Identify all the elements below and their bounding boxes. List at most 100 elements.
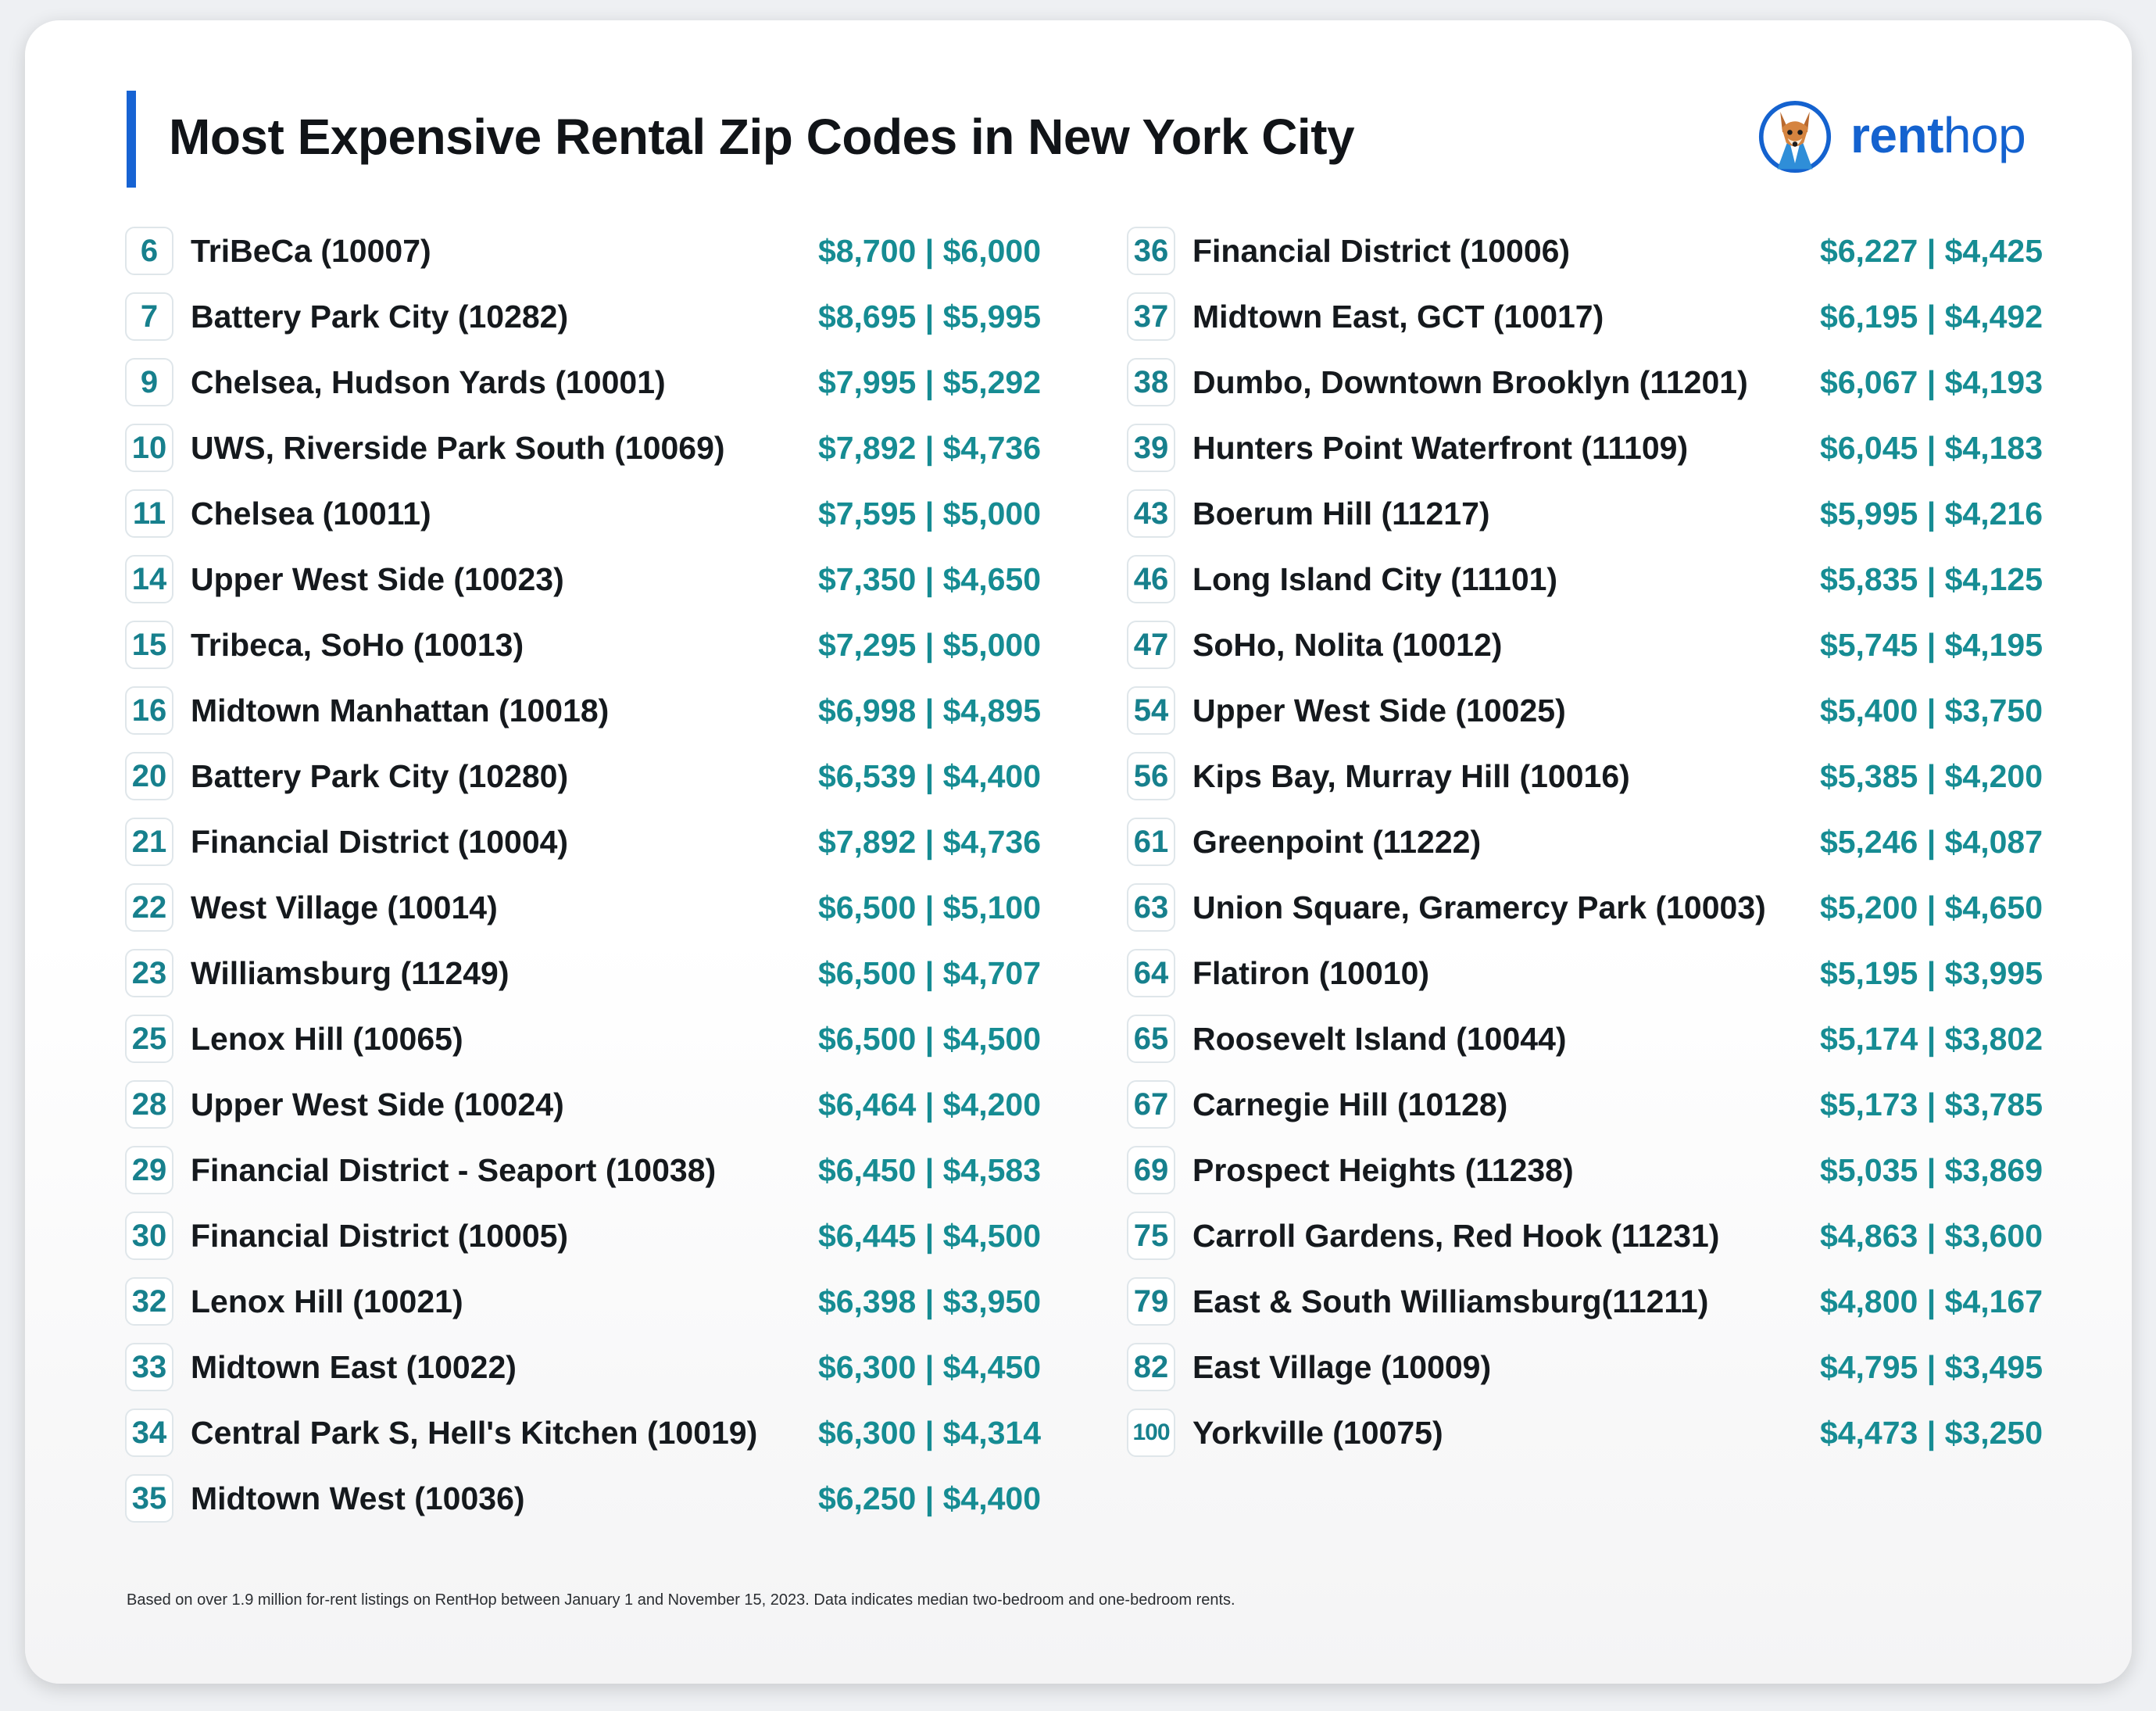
neighborhood-name: Roosevelt Island (10044): [1192, 1021, 1567, 1057]
rank-badge: 32: [125, 1277, 173, 1326]
list-item: 46 Long Island City (11101) $5,835 | $4,12…: [1127, 555, 2043, 621]
neighborhood-name: Chelsea (10011): [191, 496, 431, 532]
list-item: 65 Roosevelt Island (10044) $5,174 | $3,80…: [1127, 1015, 2043, 1080]
rank-badge: 9: [125, 358, 173, 406]
neighborhood-name: Upper West Side (10025): [1192, 693, 1566, 728]
median-rent-values: $7,350 | $4,650: [817, 561, 1041, 597]
list-item: 25 Lenox Hill (10065) $6,500 | $4,500: [125, 1015, 1041, 1080]
neighborhood-name: Battery Park City (10282): [191, 299, 569, 335]
median-rent-values: $5,400 | $3,750: [1819, 693, 2043, 728]
rank-badge: 79: [1127, 1277, 1175, 1326]
median-rent-values: $4,800 | $4,167: [1819, 1283, 2043, 1319]
neighborhood-name: Battery Park City (10280): [191, 758, 569, 794]
rank-badge: 7: [125, 292, 173, 341]
median-rent-values: $6,250 | $4,400: [817, 1480, 1041, 1516]
rank-badge: 10: [125, 424, 173, 472]
neighborhood-name: Prospect Heights (11238): [1192, 1152, 1574, 1188]
list-item: 23 Williamsburg (11249) $6,500 | $4,707: [125, 949, 1041, 1015]
median-rent-values: $6,998 | $4,895: [817, 693, 1041, 728]
median-rent-values: $5,246 | $4,087: [1819, 824, 2043, 860]
neighborhood-name: Carroll Gardens, Red Hook (11231): [1192, 1218, 1720, 1254]
median-rent-values: $7,295 | $5,000: [817, 627, 1041, 663]
neighborhood-name: Lenox Hill (10021): [191, 1283, 463, 1319]
median-rent-values: $5,174 | $3,802: [1819, 1021, 2043, 1057]
rank-badge: 47: [1127, 621, 1175, 669]
neighborhood-name: East Village (10009): [1192, 1349, 1492, 1385]
rank-badge: 29: [125, 1146, 173, 1194]
list-item: 64 Flatiron (10010) $5,195 | $3,995: [1127, 949, 2043, 1015]
rank-badge: 82: [1127, 1343, 1175, 1391]
neighborhood-name: Kips Bay, Murray Hill (10016): [1192, 758, 1630, 794]
rank-badge: 22: [125, 883, 173, 932]
neighborhood-name: Tribeca, SoHo (10013): [191, 627, 524, 663]
neighborhood-name: Boerum Hill (11217): [1192, 496, 1490, 532]
median-rent-values: $7,595 | $5,000: [817, 496, 1041, 532]
list-item: 54 Upper West Side (10025) $5,400 | $3,750: [1127, 686, 2043, 752]
median-rent-values: $7,892 | $4,736: [817, 824, 1041, 860]
neighborhood-name: Chelsea, Hudson Yards (10001): [191, 364, 666, 400]
rank-badge: 20: [125, 752, 173, 800]
list-item: 38 Dumbo, Downtown Brooklyn (11201) $6,067…: [1127, 358, 2043, 424]
rank-badge: 37: [1127, 292, 1175, 341]
list-item: 32 Lenox Hill (10021) $6,398 | $3,950: [125, 1277, 1041, 1343]
median-rent-values: $6,500 | $4,500: [817, 1021, 1041, 1057]
median-rent-values: $6,227 | $4,425: [1819, 233, 2043, 269]
rank-badge: 28: [125, 1080, 173, 1129]
right-ranking-list: 36 Financial District (10006) $6,227 | $4,…: [1127, 227, 2043, 1474]
list-item: 69 Prospect Heights (11238) $5,035 | $3,86…: [1127, 1146, 2043, 1212]
neighborhood-name: Carnegie Hill (10128): [1192, 1086, 1508, 1122]
median-rent-values: $6,300 | $4,314: [817, 1415, 1041, 1451]
list-item: 82 East Village (10009) $4,795 | $3,495: [1127, 1343, 2043, 1409]
list-item: 6 TriBeCa (10007) $8,700 | $6,000: [125, 227, 1041, 292]
neighborhood-name: Upper West Side (10024): [191, 1086, 564, 1122]
list-item: 10 UWS, Riverside Park South (10069) $7,89…: [125, 424, 1041, 489]
neighborhood-name: TriBeCa (10007): [191, 233, 431, 269]
rank-badge: 39: [1127, 424, 1175, 472]
list-item: 14 Upper West Side (10023) $7,350 | $4,650: [125, 555, 1041, 621]
list-item: 30 Financial District (10005) $6,445 | $4,…: [125, 1212, 1041, 1277]
list-item: 37 Midtown East, GCT (10017) $6,195 | $4,4…: [1127, 292, 2043, 358]
median-rent-values: $5,195 | $3,995: [1819, 955, 2043, 991]
list-item: 36 Financial District (10006) $6,227 | $4,…: [1127, 227, 2043, 292]
neighborhood-name: Financial District (10005): [191, 1218, 569, 1254]
median-rent-values: $6,300 | $4,450: [817, 1349, 1041, 1385]
rank-badge: 46: [1127, 555, 1175, 603]
rank-badge: 23: [125, 949, 173, 997]
rank-badge: 16: [125, 686, 173, 735]
median-rent-values: $6,500 | $4,707: [817, 955, 1041, 991]
infographic-card: Most Expensive Rental Zip Codes in New Y…: [25, 20, 2132, 1684]
rank-badge: 38: [1127, 358, 1175, 406]
list-item: 16 Midtown Manhattan (10018) $6,998 | $4,8…: [125, 686, 1041, 752]
median-rent-values: $6,450 | $4,583: [817, 1152, 1041, 1188]
list-item: 11 Chelsea (10011) $7,595 | $5,000: [125, 489, 1041, 555]
neighborhood-name: Hunters Point Waterfront (11109): [1192, 430, 1689, 466]
list-item: 56 Kips Bay, Murray Hill (10016) $5,385 | …: [1127, 752, 2043, 818]
neighborhood-name: SoHo, Nolita (10012): [1192, 627, 1503, 663]
list-item: 15 Tribeca, SoHo (10013) $7,295 | $5,000: [125, 621, 1041, 686]
median-rent-values: $8,700 | $6,000: [817, 233, 1041, 269]
median-rent-values: $4,795 | $3,495: [1819, 1349, 2043, 1385]
neighborhood-name: Dumbo, Downtown Brooklyn (11201): [1192, 364, 1748, 400]
neighborhood-name: UWS, Riverside Park South (10069): [191, 430, 725, 466]
rank-badge: 30: [125, 1212, 173, 1260]
logo-hop-text: hop: [1943, 107, 2026, 163]
median-rent-values: $5,173 | $3,785: [1819, 1086, 2043, 1122]
median-rent-values: $6,398 | $3,950: [817, 1283, 1041, 1319]
rank-badge: 64: [1127, 949, 1175, 997]
list-item: 47 SoHo, Nolita (10012) $5,745 | $4,195: [1127, 621, 2043, 686]
list-item: 21 Financial District (10004) $7,892 | $4,…: [125, 818, 1041, 883]
list-item: 7 Battery Park City (10282) $8,695 | $5,99…: [125, 292, 1041, 358]
logo-rent-text: rent: [1850, 107, 1943, 163]
list-item: 61 Greenpoint (11222) $5,246 | $4,087: [1127, 818, 2043, 883]
renthop-logo: renthop: [1758, 98, 2040, 177]
median-rent-values: $6,539 | $4,400: [817, 758, 1041, 794]
median-rent-values: $6,067 | $4,193: [1819, 364, 2043, 400]
list-item: 9 Chelsea, Hudson Yards (10001) $7,995 | $…: [125, 358, 1041, 424]
neighborhood-name: Upper West Side (10023): [191, 561, 564, 597]
list-item: 35 Midtown West (10036) $6,250 | $4,400: [125, 1474, 1041, 1540]
neighborhood-name: Midtown East (10022): [191, 1349, 517, 1385]
list-item: 22 West Village (10014) $6,500 | $5,100: [125, 883, 1041, 949]
list-item: 28 Upper West Side (10024) $6,464 | $4,200: [125, 1080, 1041, 1146]
neighborhood-name: Lenox Hill (10065): [191, 1021, 463, 1057]
rank-badge: 67: [1127, 1080, 1175, 1129]
